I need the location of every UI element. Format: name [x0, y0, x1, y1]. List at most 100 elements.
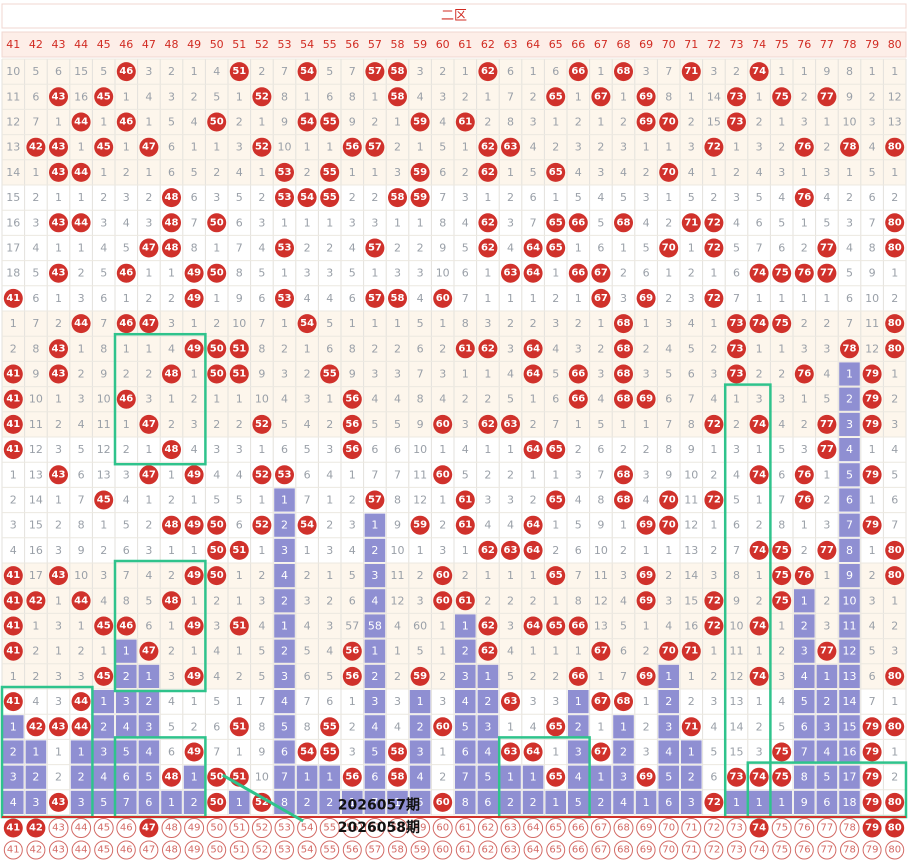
omission-value: 1 — [801, 166, 808, 179]
omission-value: 1 — [597, 670, 604, 683]
footer-circle — [862, 840, 882, 860]
omission-value: 1 — [575, 292, 582, 305]
omission-value: 1 — [688, 242, 695, 255]
footer-circle — [116, 840, 136, 860]
hit-ball — [636, 87, 656, 107]
current-empty-circle — [794, 818, 815, 838]
hit-ball — [794, 465, 814, 485]
hit-ball — [501, 540, 520, 560]
omission-value: 1 — [597, 116, 604, 129]
omission-value: 2 — [643, 342, 650, 355]
hit-ball — [749, 767, 769, 787]
hit-ball — [659, 641, 679, 661]
hit-number: 65 — [549, 243, 563, 254]
omission-value: 1 — [756, 443, 763, 456]
omission-value: 1 — [168, 544, 175, 557]
hit-ball — [749, 314, 769, 334]
omission-value: 4 — [236, 166, 243, 179]
omission-value: 1 — [643, 695, 650, 708]
hit-number: 43 — [52, 343, 66, 354]
hit-number: 72 — [707, 495, 721, 506]
hit-number: 55 — [323, 721, 337, 732]
hit-ball — [636, 566, 656, 586]
omission-value: 2 — [575, 443, 582, 456]
omission-value: 1 — [371, 317, 378, 330]
hit-ball — [365, 62, 385, 82]
omission-value: 5 — [643, 242, 650, 255]
omission-value: 4 — [10, 544, 17, 557]
current-number: 52 — [256, 823, 269, 834]
hit-ball — [139, 641, 159, 661]
omission-value: 5 — [530, 166, 537, 179]
footer-number: 44 — [75, 845, 88, 856]
omission-bar — [839, 564, 860, 588]
omission-value: 14 — [707, 90, 721, 103]
footer-number: 69 — [640, 845, 653, 856]
omission-bar — [500, 765, 521, 789]
omission-value: 3 — [55, 670, 62, 683]
hit-ball — [478, 641, 498, 661]
hit-ball — [229, 339, 249, 359]
hit-ball — [772, 742, 792, 762]
omission-bar — [183, 765, 205, 789]
hit-number: 79 — [865, 369, 879, 380]
hit-number: 57 — [368, 495, 382, 506]
omission-bar — [477, 740, 499, 764]
omission-value: 1 — [394, 317, 401, 330]
omission-value: 8 — [778, 519, 785, 532]
omission-value: 6 — [462, 746, 469, 759]
omission-value: 2 — [168, 645, 175, 658]
omission-value: 1 — [891, 746, 898, 759]
omission-value: 3 — [507, 494, 514, 507]
footer-number: 41 — [7, 845, 20, 856]
omission-value: 2 — [484, 393, 491, 406]
footer-number: 76 — [798, 845, 811, 856]
hit-ball — [885, 566, 905, 586]
omission-value: 3 — [756, 141, 763, 154]
omission-bar — [274, 614, 295, 638]
omission-bar — [364, 614, 386, 638]
omission-value: 15 — [707, 116, 721, 129]
omission-value: 6 — [688, 368, 695, 381]
omission-value: 2 — [417, 569, 424, 582]
hit-number: 73 — [730, 91, 744, 102]
omission-value: 1 — [552, 519, 559, 532]
omission-value: 4 — [575, 771, 582, 784]
hit-ball — [636, 389, 656, 409]
current-empty-circle — [387, 818, 408, 838]
hit-ball — [885, 717, 905, 737]
current-empty-circle — [364, 818, 385, 838]
omission-value: 2 — [213, 166, 220, 179]
hit-number: 41 — [6, 570, 20, 581]
hit-number: 50 — [210, 117, 224, 128]
omission-value: 4 — [281, 569, 288, 582]
hit-number: 52 — [255, 797, 269, 808]
footer-number: 67 — [595, 845, 608, 856]
omission-value: 5 — [439, 141, 446, 154]
omission-value: 1 — [733, 393, 740, 406]
hit-ball — [3, 566, 23, 586]
omission-value: 1 — [55, 645, 62, 658]
omission-value: 3 — [552, 695, 559, 708]
hit-ball — [794, 137, 814, 157]
hit-number: 50 — [210, 772, 224, 783]
omission-value: 3 — [688, 292, 695, 305]
hit-number: 53 — [278, 192, 292, 203]
hit-number: 58 — [391, 91, 405, 102]
omission-value: 2 — [823, 594, 830, 607]
footer-circle — [591, 840, 611, 860]
omission-value: 4 — [823, 746, 830, 759]
omission-bar — [138, 765, 160, 789]
omission-value: 5 — [462, 468, 469, 481]
omission-value: 3 — [710, 695, 717, 708]
current-number: 76 — [798, 823, 811, 834]
hit-number: 69 — [639, 671, 653, 682]
hit-number: 43 — [52, 570, 66, 581]
footer-circle — [320, 840, 340, 860]
omission-value: 6 — [168, 746, 175, 759]
current-empty-circle — [229, 818, 250, 838]
hit-ball — [636, 591, 656, 611]
hit-number: 62 — [481, 545, 495, 556]
omission-value: 1 — [168, 620, 175, 633]
omission-value: 8 — [462, 317, 469, 330]
